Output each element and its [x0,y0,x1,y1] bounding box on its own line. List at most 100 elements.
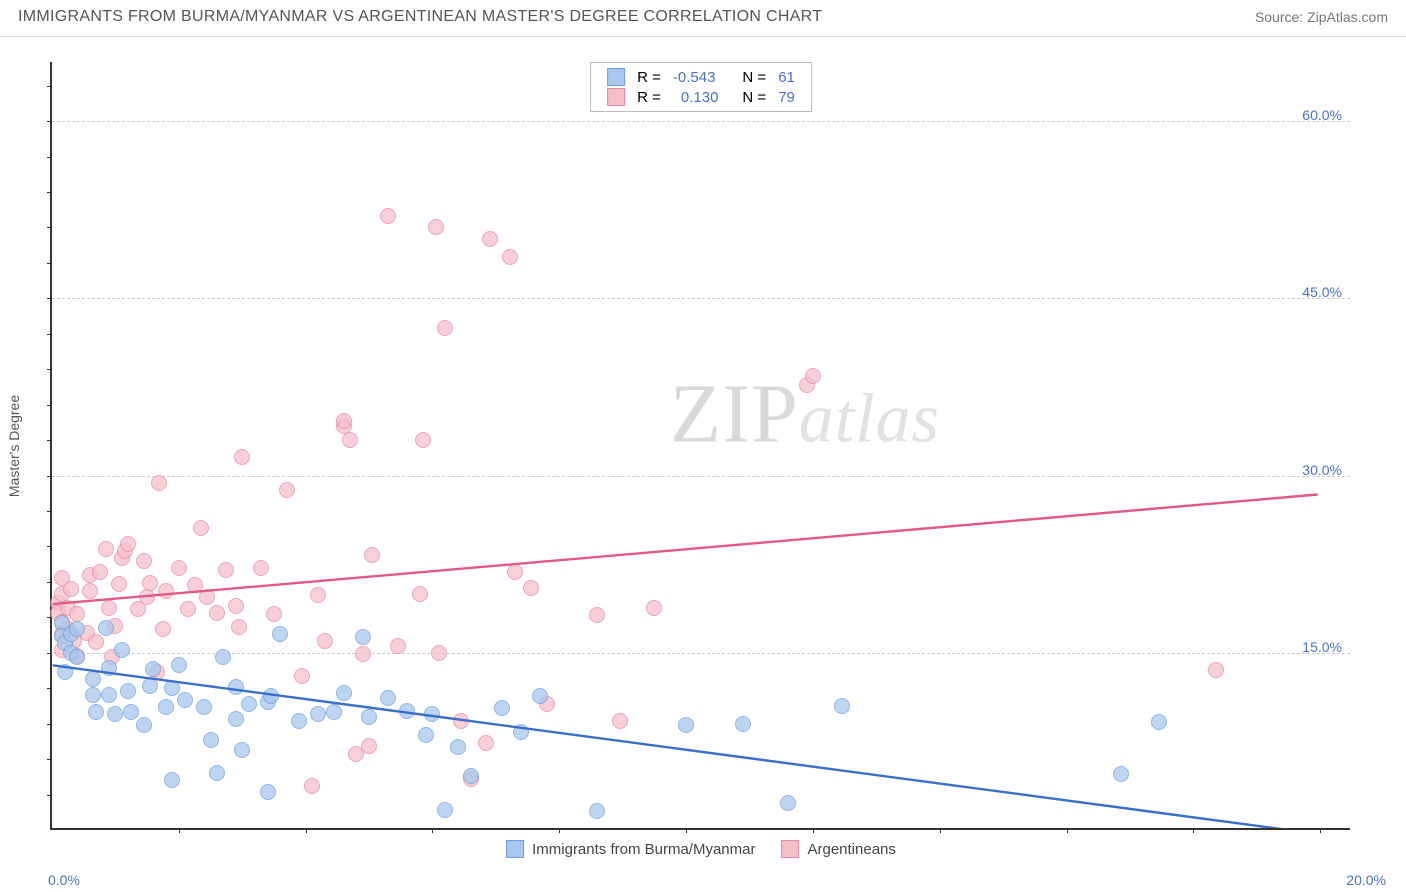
r-value-arg: 0.130 [667,87,725,107]
trend-lines [52,62,1350,828]
series-legend: Immigrants from Burma/Myanmar Argentinea… [506,840,896,858]
data-point [209,765,225,781]
data-point [513,724,529,740]
data-point [111,576,127,592]
data-point [805,368,821,384]
data-point [101,687,117,703]
r-value-burma: -0.543 [667,67,725,87]
data-point [171,560,187,576]
n-value-arg: 79 [772,87,801,107]
data-point [364,547,380,563]
swatch-arg [607,88,625,106]
data-point [158,699,174,715]
data-point [180,601,196,617]
data-point [279,482,295,498]
data-point [478,735,494,751]
gridline [52,476,1350,477]
data-point [260,784,276,800]
data-point [437,320,453,336]
data-point [263,688,279,704]
data-point [523,580,539,596]
data-point [164,680,180,696]
y-tick-label: 15.0% [1302,639,1342,655]
gridline [52,653,1350,654]
data-point [361,738,377,754]
data-point [98,620,114,636]
data-point [735,716,751,732]
data-point [69,621,85,637]
data-point [69,649,85,665]
stats-legend: R = -0.543 N = 61 R = 0.130 N = 79 [590,62,812,112]
data-point [336,685,352,701]
data-point [57,664,73,680]
data-point [304,778,320,794]
data-point [88,704,104,720]
data-point [171,657,187,673]
data-point [453,713,469,729]
n-value-burma: 61 [772,67,801,87]
data-point [482,231,498,247]
data-point [228,679,244,695]
data-point [834,698,850,714]
data-point [355,646,371,662]
data-point [589,803,605,819]
legend-label-arg: Argentineans [807,841,895,858]
data-point [310,706,326,722]
data-point [415,432,431,448]
data-point [646,600,662,616]
data-point [177,692,193,708]
data-point [196,699,212,715]
legend-swatch-arg [781,840,799,858]
y-axis-label: Master's Degree [6,395,22,497]
scatter-plot: ZIPatlas R = -0.543 N = 61 R = 0.130 N =… [50,62,1350,830]
data-point [101,660,117,676]
data-point [199,589,215,605]
data-point [342,432,358,448]
data-point [209,605,225,621]
data-point [88,634,104,650]
data-point [234,449,250,465]
data-point [231,619,247,635]
legend-swatch-burma [506,840,524,858]
data-point [428,219,444,235]
data-point [1151,714,1167,730]
data-point [361,709,377,725]
data-point [310,587,326,603]
data-point [92,564,108,580]
data-point [63,581,79,597]
data-point [215,649,231,665]
chart-source: Source: ZipAtlas.com [1255,9,1388,25]
data-point [1208,662,1224,678]
data-point [317,633,333,649]
data-point [69,606,85,622]
data-point [85,687,101,703]
data-point [678,717,694,733]
data-point [266,606,282,622]
data-point [120,536,136,552]
data-point [123,704,139,720]
data-point [253,560,269,576]
data-point [228,598,244,614]
data-point [158,583,174,599]
data-point [1113,766,1129,782]
data-point [380,690,396,706]
gridline [52,298,1350,299]
data-point [463,768,479,784]
data-point [412,586,428,602]
data-point [145,661,161,677]
data-point [399,703,415,719]
data-point [114,642,130,658]
data-point [120,683,136,699]
data-point [228,711,244,727]
data-point [294,668,310,684]
data-point [502,249,518,265]
data-point [355,629,371,645]
data-point [187,577,203,593]
data-point [203,732,219,748]
chart-title: IMMIGRANTS FROM BURMA/MYANMAR VS ARGENTI… [18,8,822,26]
data-point [82,583,98,599]
data-point [291,713,307,729]
data-point [193,520,209,536]
data-point [234,742,250,758]
legend-label-burma: Immigrants from Burma/Myanmar [532,841,755,858]
